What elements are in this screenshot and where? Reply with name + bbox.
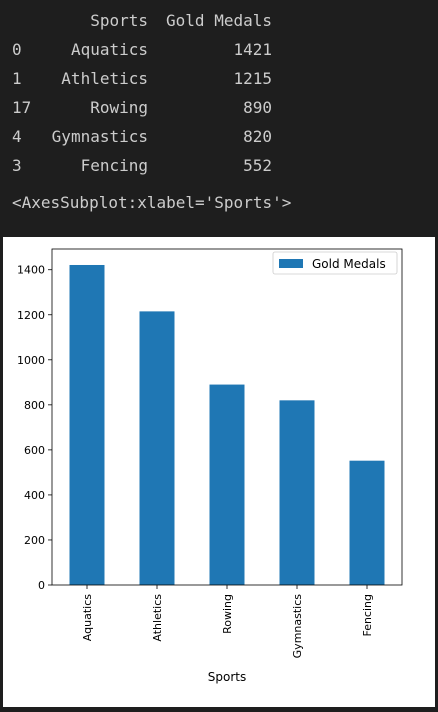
table-row: 4 Gymnastics 820 xyxy=(0,122,438,151)
table-row: 1 Athletics 1215 xyxy=(0,64,438,93)
row-gold: 1215 xyxy=(233,69,272,88)
row-index: 3 xyxy=(12,156,22,175)
row-sport: Aquatics xyxy=(70,40,148,59)
bar-rowing xyxy=(209,384,245,585)
table-row: 17 Rowing 890 xyxy=(0,93,438,122)
bar-athletics xyxy=(139,311,175,585)
x-tick-label-gymnastics: Gymnastics xyxy=(291,594,304,659)
x-tick-label-athletics: Athletics xyxy=(151,594,164,642)
row-gold: 890 xyxy=(243,98,272,117)
row-index: 4 xyxy=(12,127,22,146)
row-sport: Rowing xyxy=(90,98,148,117)
axes-repr-text: <AxesSubplot:xlabel='Sports'> xyxy=(12,193,292,212)
row-gold: 552 xyxy=(243,156,272,175)
x-tick-label-fencing: Fencing xyxy=(361,594,374,637)
row-index: 0 xyxy=(12,40,22,59)
column-header-sports: Sports xyxy=(90,11,148,30)
column-header-gold-medals: Gold Medals xyxy=(166,11,272,30)
x-tick-label-rowing: Rowing xyxy=(221,594,234,634)
y-tick-label: 800 xyxy=(24,399,45,412)
legend-box xyxy=(272,251,398,275)
row-index: 1 xyxy=(12,69,22,88)
x-tick-label-aquatics: Aquatics xyxy=(81,594,94,641)
table-row: 3 Fencing 552 xyxy=(0,151,438,180)
row-sport: Gymnastics xyxy=(51,127,148,146)
bar-chart: 0 200 400 600 800 1000 1200 1400 Aquatics Athleti… xyxy=(17,248,403,684)
y-tick-label: 200 xyxy=(24,534,45,547)
row-sport: Fencing xyxy=(80,156,148,175)
dataframe-header-row: Sports Gold Medals xyxy=(0,6,438,35)
table-row: 0 Aquatics 1421 xyxy=(0,35,438,64)
bar-gymnastics xyxy=(279,400,315,585)
y-tick-label: 400 xyxy=(24,489,45,502)
cell-output: Sports Gold Medals 0 Aquatics 1421 1 Ath… xyxy=(0,0,438,236)
row-gold: 820 xyxy=(243,127,272,146)
y-tick-label: 600 xyxy=(24,444,45,457)
bar-fencing xyxy=(349,460,385,585)
row-sport: Athletics xyxy=(61,69,148,88)
x-axis-label: Sports xyxy=(208,670,246,684)
y-tick-label: 0 xyxy=(38,579,45,592)
y-tick-label: 1400 xyxy=(17,264,45,277)
legend-swatch xyxy=(279,259,303,268)
row-index: 17 xyxy=(12,98,32,117)
figure-output: 0 200 400 600 800 1000 1200 1400 Aquatics Athleti… xyxy=(3,237,435,707)
y-tick-label: 1000 xyxy=(17,354,45,367)
y-tick-label: 1200 xyxy=(17,309,45,322)
legend-label: Gold Medals xyxy=(312,257,386,271)
bar-aquatics xyxy=(69,264,105,585)
row-gold: 1421 xyxy=(233,40,272,59)
